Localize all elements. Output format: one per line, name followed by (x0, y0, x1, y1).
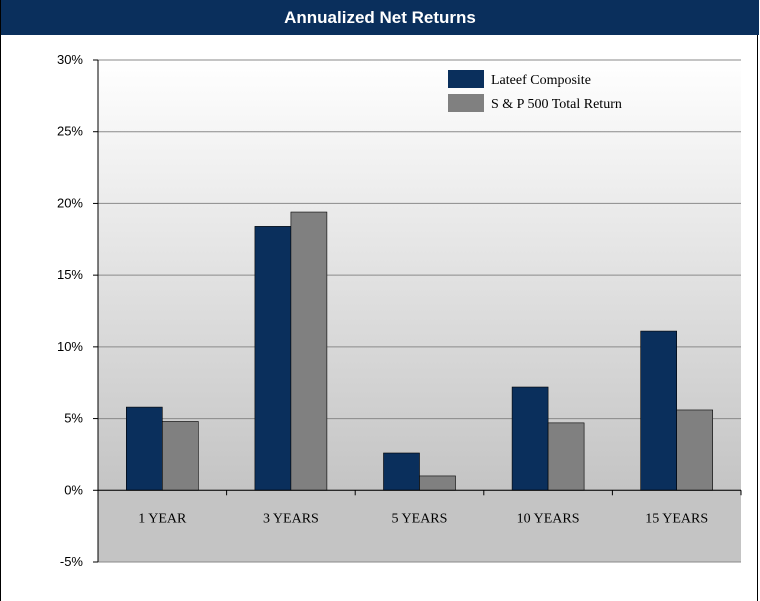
bar (676, 409, 714, 491)
y-tick-label: 5% (64, 411, 83, 426)
bar (254, 226, 292, 491)
y-tick-label: -5% (60, 554, 84, 569)
legend-label: S & P 500 Total Return (491, 97, 622, 112)
bar (290, 211, 328, 491)
x-tick-label: 5 YEARS (392, 511, 448, 526)
legend-label: Lateef Composite (491, 73, 591, 88)
bar (419, 475, 456, 491)
x-tick-label: 15 YEARS (645, 511, 708, 526)
bar (383, 452, 420, 491)
legend: Lateef Composite S & P 500 Total Return (448, 70, 622, 112)
x-tick-label: 1 YEAR (138, 511, 187, 526)
bar (126, 406, 163, 491)
bar (511, 386, 549, 491)
y-tick-label: 25% (57, 124, 83, 139)
y-tick-label: 0% (64, 482, 83, 497)
plot-bg-negative (98, 490, 741, 562)
bar (162, 421, 199, 491)
chart-title: Annualized Net Returns (1, 0, 759, 35)
legend-swatch (448, 70, 484, 88)
legend-swatch (448, 94, 484, 112)
x-tick-label: 10 YEARS (517, 511, 580, 526)
y-tick-label: 30% (57, 52, 83, 67)
x-tick-label: 3 YEARS (263, 511, 319, 526)
y-tick-label: 10% (57, 339, 83, 354)
y-tick-label: 20% (57, 195, 83, 210)
bar (640, 330, 678, 491)
bar (547, 422, 585, 491)
axes: 30% 25% 20% 15% 10% 5% 0% -5% 1 YEAR 3 YEARS 5 YEA… (57, 52, 742, 569)
y-tick-label: 15% (57, 267, 83, 282)
